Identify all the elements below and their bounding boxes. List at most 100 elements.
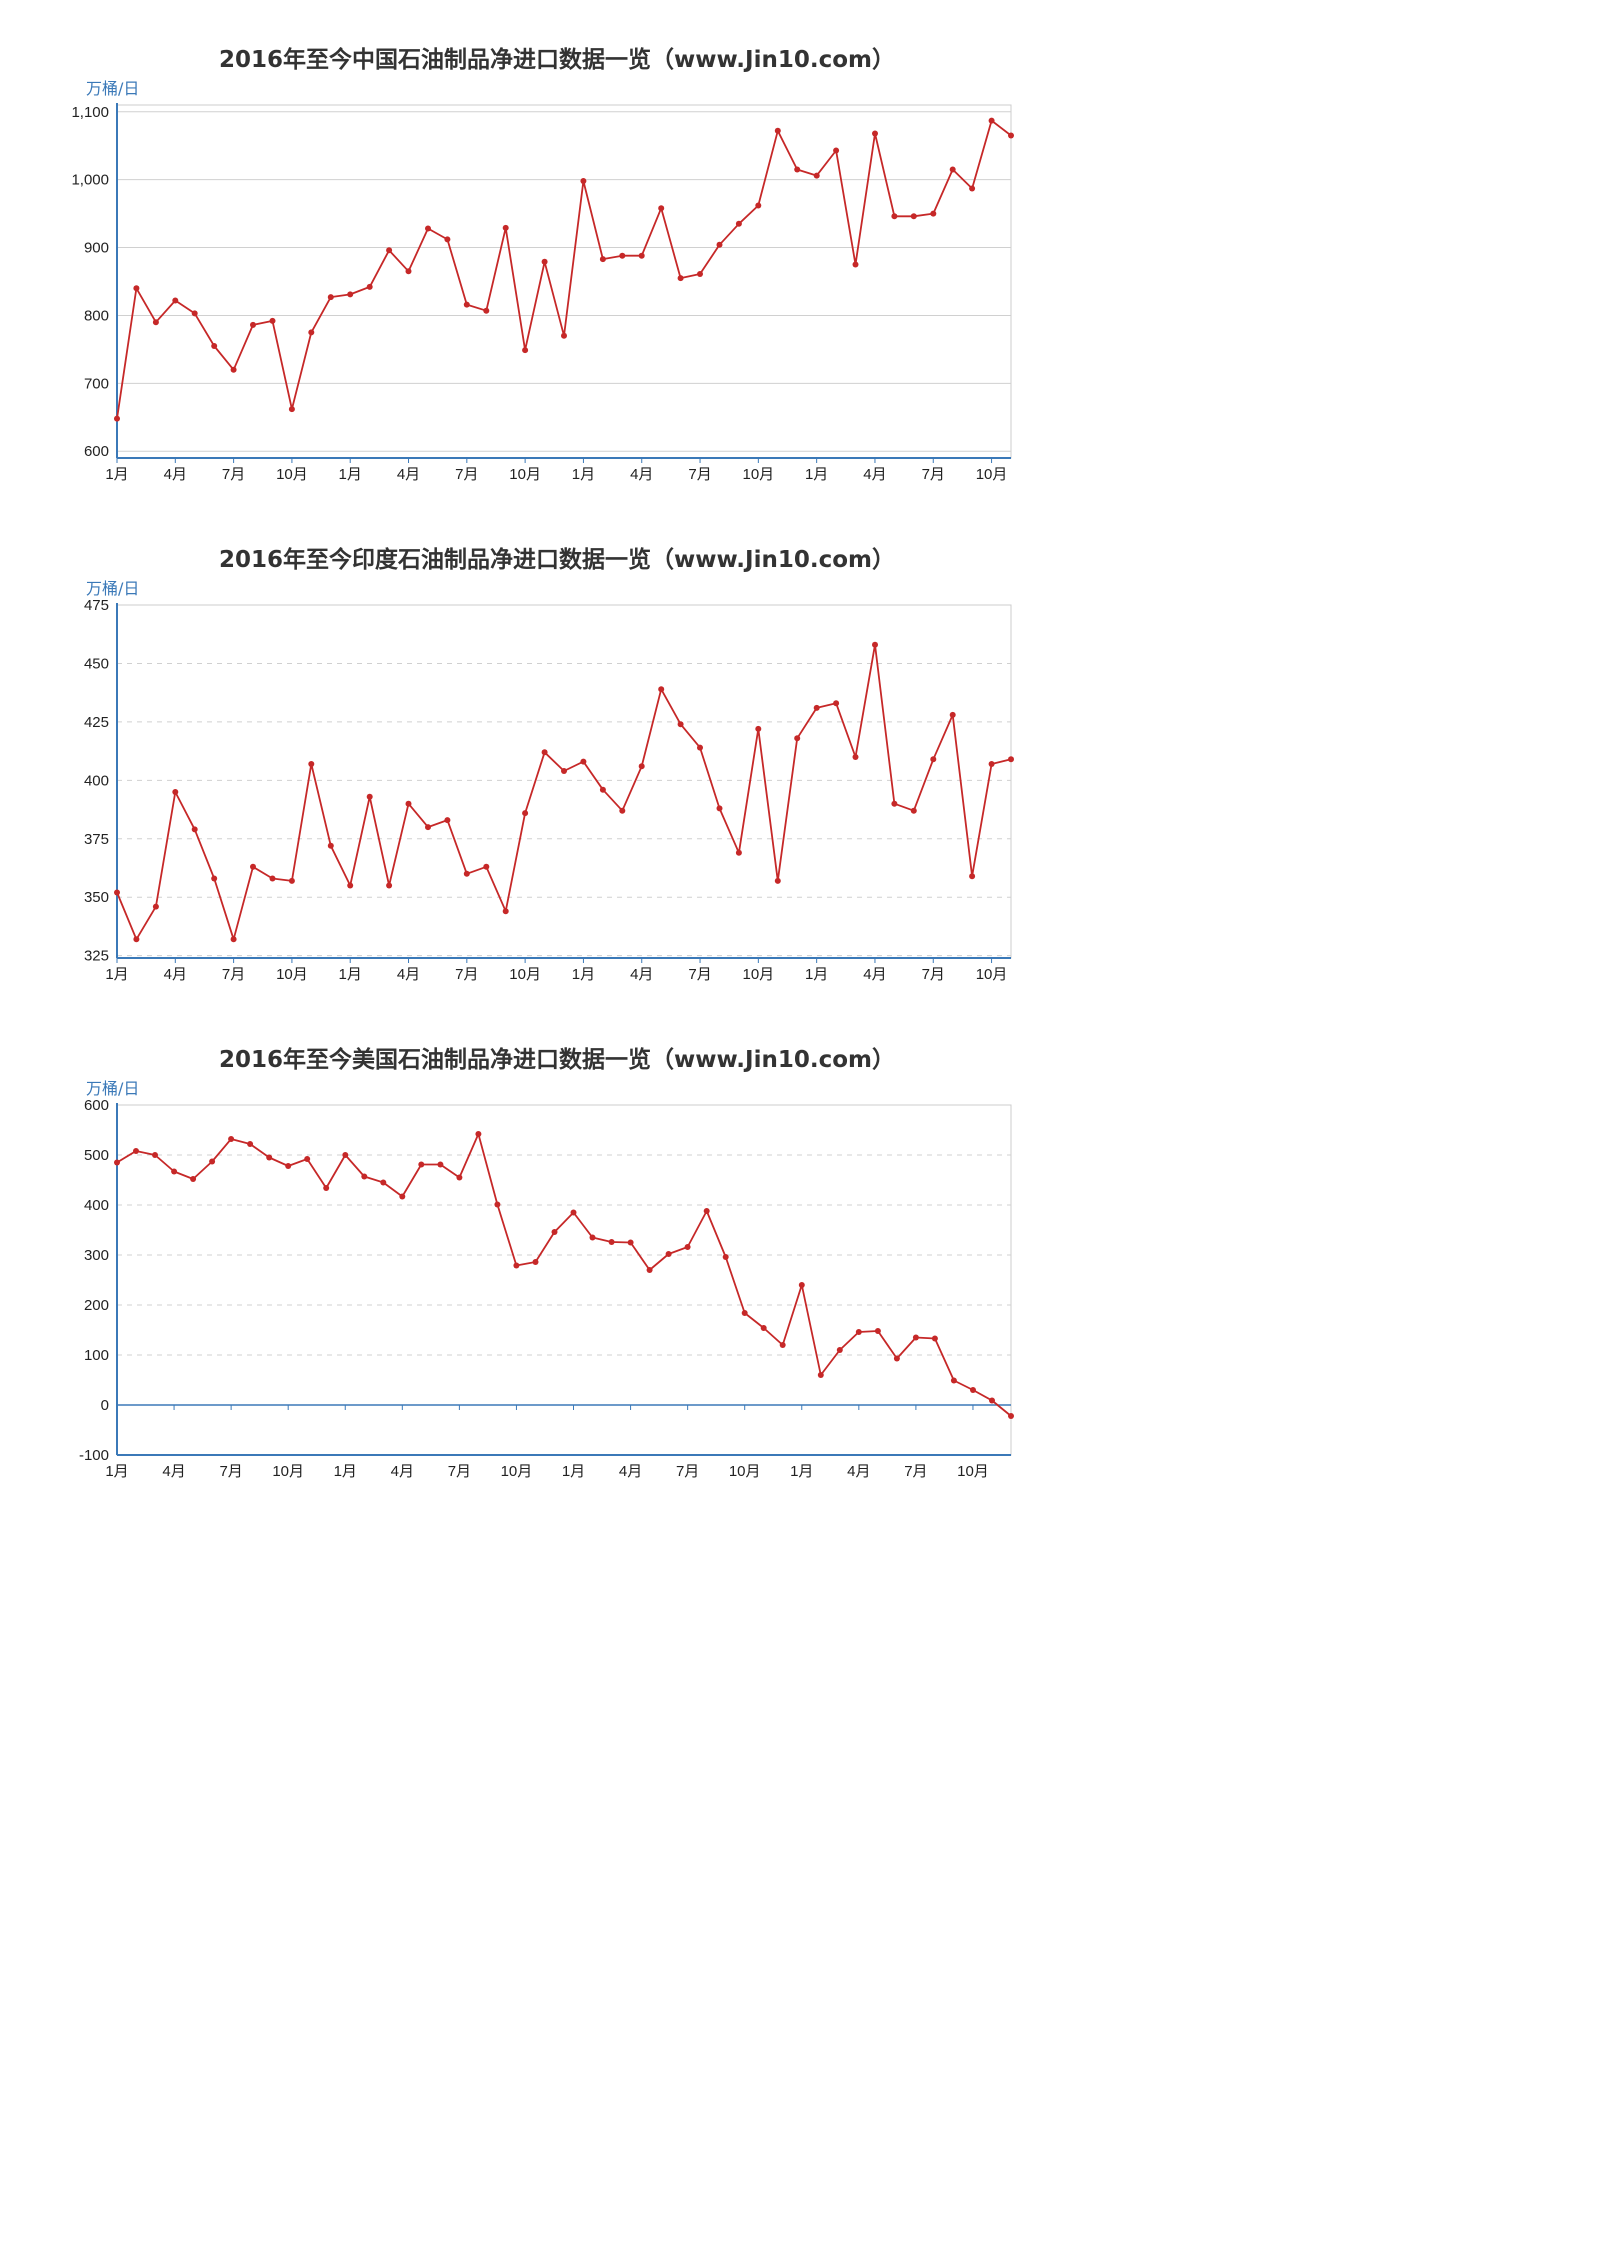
india-data-point[interactable] [716,805,723,812]
india-data-point[interactable] [891,800,898,807]
china-data-point[interactable] [211,343,218,349]
india-data-point[interactable] [386,882,393,889]
us-data-point[interactable] [456,1174,463,1181]
china-data-point[interactable] [327,294,334,301]
india-data-point[interactable] [1008,756,1014,763]
china-data-point[interactable] [541,258,548,265]
us-data-point[interactable] [817,1372,824,1378]
china-data-point[interactable] [230,366,237,373]
us-data-point[interactable] [532,1259,539,1265]
china-data-point[interactable] [794,166,801,173]
china-data-point[interactable] [638,252,645,259]
india-data-point[interactable] [852,754,859,760]
us-data-point[interactable] [798,1282,805,1288]
india-data-point[interactable] [405,800,412,807]
us-data-point[interactable] [722,1254,729,1260]
india-data-point[interactable] [638,763,645,770]
us-data-point[interactable] [475,1131,482,1137]
india-data-point[interactable] [114,889,120,896]
china-data-point[interactable] [930,210,937,217]
india-data-point[interactable] [366,793,373,800]
india-data-point[interactable] [969,873,976,880]
india-data-point[interactable] [172,789,179,795]
india-data-point[interactable] [425,824,431,831]
china-data-point[interactable] [114,415,120,422]
india-data-point[interactable] [463,870,470,877]
china-data-point[interactable] [444,236,451,243]
us-data-point[interactable] [627,1239,634,1246]
india-data-point[interactable] [833,700,840,707]
china-data-point[interactable] [347,291,354,298]
china-data-point[interactable] [619,252,626,259]
us-data-point[interactable] [570,1209,577,1216]
china-data-point[interactable] [716,241,723,248]
india-data-point[interactable] [191,826,198,833]
china-data-point[interactable] [1008,132,1014,139]
us-data-point[interactable] [589,1234,596,1241]
china-data-point[interactable] [152,319,159,326]
us-data-point[interactable] [228,1136,235,1142]
china-data-point[interactable] [735,220,742,227]
us-data-point[interactable] [152,1152,158,1158]
us-data-point[interactable] [950,1377,957,1384]
us-data-point[interactable] [874,1328,881,1334]
china-data-point[interactable] [677,275,684,282]
india-data-point[interactable] [755,725,762,732]
india-data-point[interactable] [522,810,529,817]
china-data-point[interactable] [580,178,587,184]
china-data-point[interactable] [191,310,198,317]
china-data-point[interactable] [697,271,703,277]
china-data-point[interactable] [949,166,956,173]
us-data-point[interactable] [285,1163,292,1169]
india-data-point[interactable] [230,936,237,943]
china-data-point[interactable] [133,285,140,292]
china-data-point[interactable] [561,332,567,339]
india-data-point[interactable] [813,704,820,711]
us-data-point[interactable] [437,1161,444,1168]
india-data-point[interactable] [250,863,256,870]
china-data-point[interactable] [969,185,976,192]
india-data-point[interactable] [930,756,937,763]
china-data-point[interactable] [872,130,878,137]
us-data-point[interactable] [133,1148,139,1154]
us-data-point[interactable] [989,1397,995,1404]
us-data-point[interactable] [114,1159,120,1166]
india-data-point[interactable] [483,863,490,870]
china-data-point[interactable] [522,347,529,354]
us-data-point[interactable] [1008,1413,1014,1419]
china-data-point[interactable] [599,256,606,263]
india-data-point[interactable] [308,761,315,767]
china-data-point[interactable] [483,307,490,314]
us-data-point[interactable] [266,1154,273,1161]
china-data-point[interactable] [813,172,820,179]
china-data-point[interactable] [852,261,859,268]
us-data-point[interactable] [684,1244,691,1250]
india-data-point[interactable] [988,761,995,767]
us-data-point[interactable] [893,1355,900,1362]
india-data-point[interactable] [327,842,334,849]
china-data-point[interactable] [366,283,373,290]
us-data-point[interactable] [912,1334,919,1341]
us-data-point[interactable] [171,1168,178,1175]
india-data-point[interactable] [541,749,548,756]
china-data-point[interactable] [405,268,412,275]
india-data-point[interactable] [599,786,606,793]
us-data-point[interactable] [247,1141,254,1147]
us-data-point[interactable] [779,1342,786,1348]
us-data-point[interactable] [399,1193,406,1200]
china-data-point[interactable] [288,406,295,413]
india-data-point[interactable] [697,744,703,751]
us-data-point[interactable] [970,1387,976,1393]
us-data-point[interactable] [342,1152,349,1158]
china-data-point[interactable] [774,127,781,134]
china-data-point[interactable] [308,329,315,336]
us-data-point[interactable] [190,1176,197,1182]
us-data-point[interactable] [608,1239,615,1245]
us-data-point[interactable] [323,1185,330,1191]
india-data-point[interactable] [347,882,354,889]
india-data-point[interactable] [288,877,295,884]
india-data-point[interactable] [211,875,218,882]
india-data-point[interactable] [269,875,276,882]
india-data-point[interactable] [133,936,140,943]
china-data-point[interactable] [658,205,665,212]
